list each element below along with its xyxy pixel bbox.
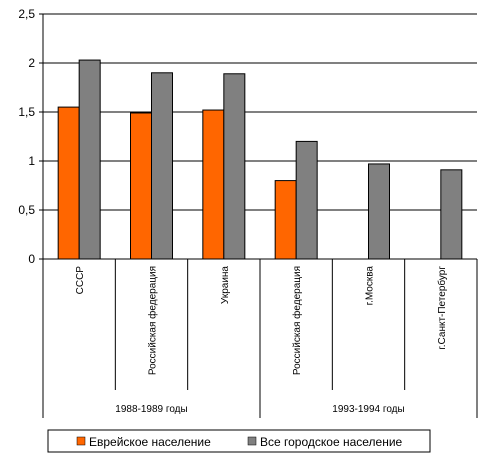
y-tick-label: 2 (28, 56, 35, 70)
y-tick-label: 0,5 (18, 203, 35, 217)
bar-jewish (274, 180, 297, 260)
category-label: г.Москва (365, 266, 376, 306)
bars (57, 59, 463, 260)
bar-jewish (130, 112, 152, 260)
group-label: 1993-1994 годы (332, 404, 404, 415)
bar-urban (151, 72, 173, 260)
y-axis: 0 0,5 1 1,5 2 2,5 (18, 7, 44, 266)
bar-urban (440, 169, 463, 260)
bar-jewish (57, 106, 80, 260)
category-label: Украина (220, 266, 231, 305)
legend-swatch-urban (247, 436, 257, 446)
y-tick-label: 1 (28, 154, 35, 168)
y-tick-label: 2,5 (18, 7, 35, 21)
bar-urban (295, 140, 318, 260)
bar-urban (368, 163, 390, 260)
legend: Еврейское население Все городское населе… (47, 429, 431, 453)
y-tick-label: 0 (28, 252, 35, 266)
x-axis: СССР Российская федерация Украина Российска… (42, 258, 478, 418)
category-label: Российская федерация (147, 266, 159, 375)
category-label: СССР (75, 266, 86, 295)
gridlines (43, 13, 477, 211)
bar-jewish (202, 109, 225, 260)
category-label: Российская федерация (291, 266, 303, 375)
y-tick-label: 1,5 (18, 105, 35, 119)
bar-urban (78, 59, 101, 260)
legend-label-jewish: Еврейское население (89, 435, 211, 449)
legend-label-urban: Все городское население (260, 435, 403, 449)
legend-swatch-jewish (76, 436, 86, 446)
group-label: 1988-1989 годы (115, 404, 187, 415)
category-label: г.Санкт-Петербург (436, 266, 448, 350)
legend-box (47, 429, 431, 453)
bar-urban (223, 73, 246, 260)
